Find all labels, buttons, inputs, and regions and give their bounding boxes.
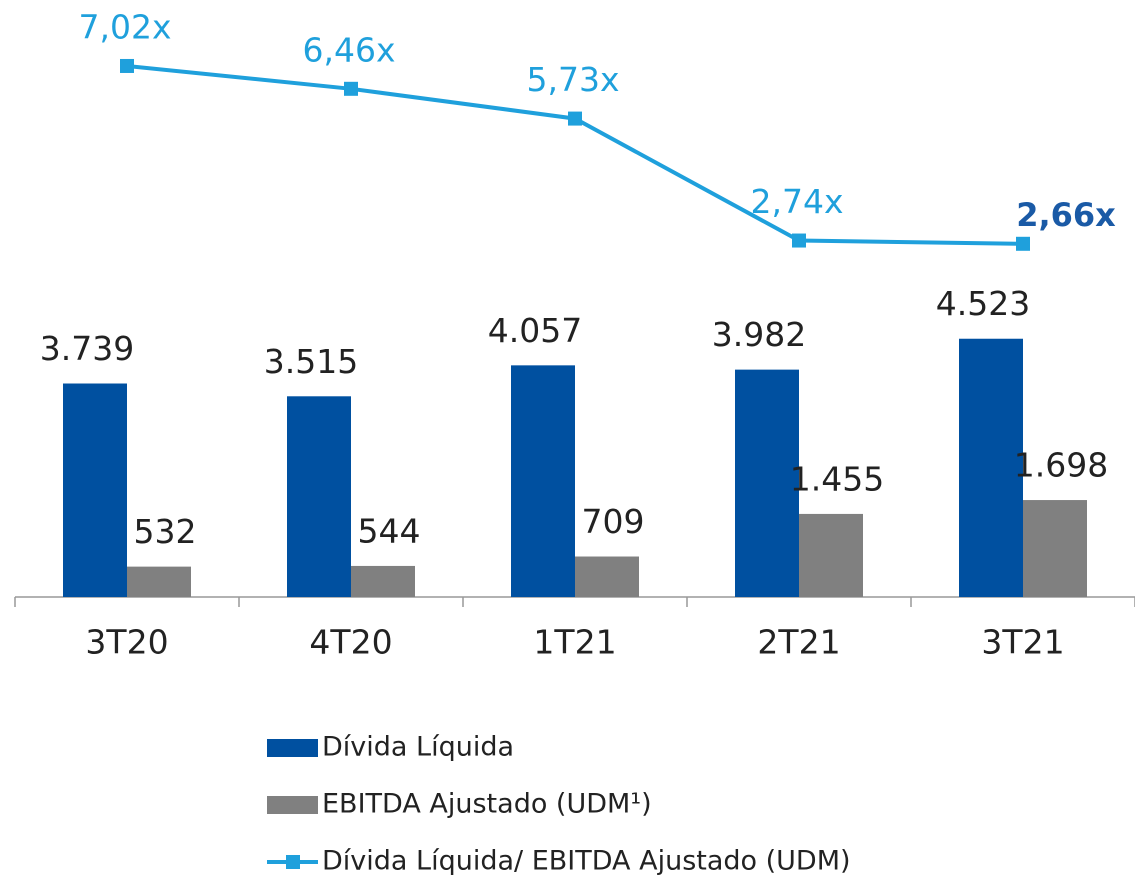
bar: [1023, 500, 1087, 597]
line-marker: [1016, 236, 1030, 251]
data-label: 6,46x: [302, 30, 395, 69]
line-marker: [120, 58, 134, 73]
data-label: 544: [358, 511, 421, 550]
legend-label: Dívida Líquida/ EBITDA Ajustado (UDM): [322, 846, 851, 877]
bar: [959, 338, 1023, 597]
data-label: 2,66x: [1016, 196, 1116, 234]
bar: [511, 365, 575, 597]
x-tick-label: 2T21: [757, 623, 840, 662]
data-label: 532: [134, 512, 197, 551]
bar: [799, 513, 863, 597]
legend-label: Dívida Líquida: [322, 732, 514, 763]
bar: [351, 565, 415, 597]
legend-label: EBITDA Ajustado (UDM¹): [322, 789, 652, 820]
line-marker: [344, 81, 358, 96]
bar: [287, 396, 351, 597]
legend-swatch: [286, 855, 300, 869]
line-marker: [568, 111, 582, 126]
legend-swatch: [267, 739, 318, 757]
data-label: 3.982: [712, 315, 806, 354]
data-label: 1.698: [1014, 446, 1108, 485]
data-label: 5,73x: [526, 60, 619, 99]
x-tick-label: 4T20: [309, 623, 392, 662]
data-label: 709: [582, 502, 645, 541]
bar: [63, 383, 127, 597]
line-marker: [792, 233, 806, 248]
data-label: 3.739: [40, 329, 134, 368]
bar: [735, 369, 799, 597]
bar: [575, 556, 639, 597]
data-label: 7,02x: [78, 7, 171, 46]
legend-swatch: [267, 796, 318, 814]
data-label: 4.057: [488, 311, 582, 350]
x-tick-label: 1T21: [533, 623, 616, 662]
data-label: 4.523: [936, 284, 1030, 323]
x-tick-label: 3T21: [981, 623, 1064, 662]
data-label: 1.455: [790, 459, 884, 498]
data-label: 2,74x: [750, 182, 843, 221]
bar: [127, 566, 191, 597]
x-tick-label: 3T20: [85, 623, 168, 662]
data-label: 3.515: [264, 342, 358, 381]
